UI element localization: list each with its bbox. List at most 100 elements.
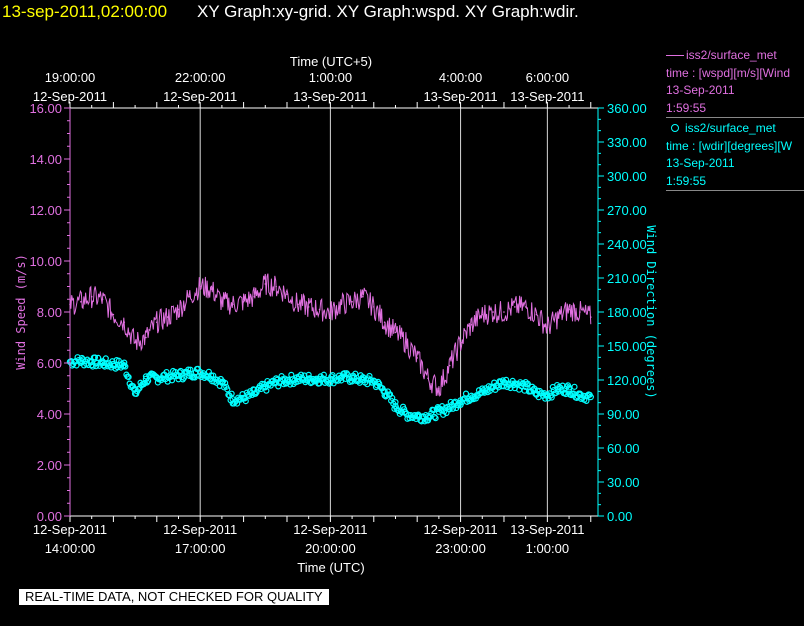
wspd-point-40 <box>503 311 505 313</box>
wdir-sample <box>326 380 333 387</box>
top-tick-date-3: 13-Sep-2011 <box>423 89 497 104</box>
bottom-tick-label-1: 17:00:00 <box>175 541 226 556</box>
right-axis-title: Wind Direction (degrees) <box>644 225 658 398</box>
left-tick-label-0: 0.00 <box>37 509 62 524</box>
wdir-sample <box>222 379 229 387</box>
wdir-sample <box>187 366 194 373</box>
wdir-sample <box>73 362 80 369</box>
wdir-sample <box>91 354 99 361</box>
top-tick-label-1: 22:00:00 <box>175 70 226 85</box>
wdir-sample <box>341 370 348 377</box>
wdir-sample <box>500 383 508 390</box>
top-tick-label-4: 6:00:00 <box>526 70 569 85</box>
right-tick-label-10: 300.00 <box>607 169 647 184</box>
wdir-sample <box>95 354 102 361</box>
wdir-sample <box>327 379 334 386</box>
axis-labels: Time (UTC+5) Time (UTC) Wind Speed (m/s)… <box>14 54 658 575</box>
legend-wspd-time: 1:59:55 <box>666 100 804 118</box>
wdir-sample <box>447 398 454 406</box>
wdir-sample <box>366 372 373 380</box>
grid-lines <box>199 108 548 516</box>
right-tick-label-1: 30.00 <box>607 475 640 490</box>
legend-wspd-name: iss2/surface_met <box>666 47 804 65</box>
wdir-sample <box>328 373 335 380</box>
legend-wdir-line: time : [wdir][degrees][W <box>666 138 793 153</box>
wspd-point-26 <box>351 301 353 303</box>
wdir-sample <box>180 374 188 381</box>
legend-wdir-swatch <box>671 124 679 132</box>
wspd-point-1 <box>80 301 82 303</box>
top-tick-date-1: 12-Sep-2011 <box>163 89 237 104</box>
title-bar: 13-sep-2011,02:00:00 XY Graph:xy-grid. X… <box>0 0 804 26</box>
wdir-sample <box>135 386 142 393</box>
wdir-sample <box>89 363 96 370</box>
wdir-sample <box>287 381 294 388</box>
legend-wdir-name: iss2/surface_met <box>666 120 804 138</box>
wdir-sample <box>238 394 245 402</box>
legend-wspd: iss2/surface_met time : [wspd][m/s][Wind… <box>666 47 804 118</box>
right-tick-label-4: 120.00 <box>607 373 647 388</box>
left-axis-title: Wind Speed (m/s) <box>14 254 28 370</box>
wspd-point-39 <box>492 311 494 313</box>
wdir-sample <box>214 376 221 383</box>
wdir-sample <box>122 363 129 370</box>
left-tick-label-2: 4.00 <box>37 407 62 422</box>
legend-wspd-line: time : [wspd][m/s][Wind <box>666 65 791 80</box>
left-tick-label-3: 6.00 <box>37 356 62 371</box>
wdir-sample <box>205 368 212 375</box>
wdir-sample <box>242 397 249 405</box>
bottom-tick-label-0: 14:00:00 <box>45 541 96 556</box>
left-tick-label-5: 10.00 <box>29 254 62 269</box>
top-tick-label-2: 1:00:00 <box>309 70 352 85</box>
bottom-tick-date-2: 12-Sep-2011 <box>293 522 367 537</box>
right-tick-label-6: 180.00 <box>607 305 647 320</box>
wdir-sample <box>430 407 437 414</box>
wdir-sample <box>449 405 457 412</box>
bottom-tick-label-2: 20:00:00 <box>305 541 356 556</box>
wdir-sample <box>263 387 270 394</box>
title-graphs: XY Graph:xy-grid. XY Graph:wspd. XY Grap… <box>197 2 579 21</box>
wdir-sample <box>121 359 128 366</box>
wdir-sample <box>102 355 109 362</box>
wdir-sample <box>185 366 192 373</box>
legend-wdir: iss2/surface_met time : [wdir][degrees][… <box>666 120 804 191</box>
wdir-sample <box>431 413 438 421</box>
wdir-sample <box>524 380 531 387</box>
bottom-axis-title: Time (UTC) <box>297 560 364 575</box>
left-tick-label-1: 2.00 <box>37 458 62 473</box>
wdir-sample <box>379 385 386 392</box>
wspd-point-27 <box>362 295 364 298</box>
wdir-sample <box>163 368 170 376</box>
legend-wdir-date: 13-Sep-2011 <box>666 156 735 170</box>
wdir-sample <box>352 370 359 377</box>
wdir-sample <box>167 373 174 380</box>
legend-wspd-date: 13-Sep-2011 <box>666 83 735 97</box>
wdir-sample <box>344 371 351 378</box>
wspd-point-41 <box>514 306 516 308</box>
left-tick-label-6: 12.00 <box>29 203 62 218</box>
left-tick-label-4: 8.00 <box>37 305 62 320</box>
bottom-tick-date-3: 12-Sep-2011 <box>423 522 497 537</box>
right-tick-label-0: 0.00 <box>607 509 632 524</box>
wdir-series <box>66 354 594 425</box>
top-tick-date-4: 13-Sep-2011 <box>510 89 584 104</box>
right-tick-label-12: 360.00 <box>607 101 647 116</box>
wdir-sample <box>92 363 100 370</box>
right-tick-label-8: 240.00 <box>607 237 647 252</box>
wdir-sample <box>224 386 231 393</box>
top-tick-label-3: 4:00:00 <box>439 70 482 85</box>
axes: 19:00:00 12-Sep-2011 22:00:00 12-Sep-2011 1:… <box>29 70 646 556</box>
bottom-tick-date-4: 13-Sep-2011 <box>510 522 584 537</box>
top-tick-date-0: 12-Sep-2011 <box>33 89 107 104</box>
title-timestamp: 13-sep-2011,02:00:00 <box>2 2 168 21</box>
top-tick-label-0: 19:00:00 <box>45 70 96 85</box>
wdir-sample <box>462 390 470 397</box>
wdir-sample <box>392 399 399 406</box>
wdir-sample <box>416 413 423 420</box>
wdir-sample <box>389 394 396 402</box>
wdir-sample <box>380 388 387 395</box>
bottom-tick-date-1: 12-Sep-2011 <box>163 522 237 537</box>
left-tick-label-8: 16.00 <box>29 101 62 116</box>
right-tick-label-3: 90.00 <box>607 407 640 422</box>
